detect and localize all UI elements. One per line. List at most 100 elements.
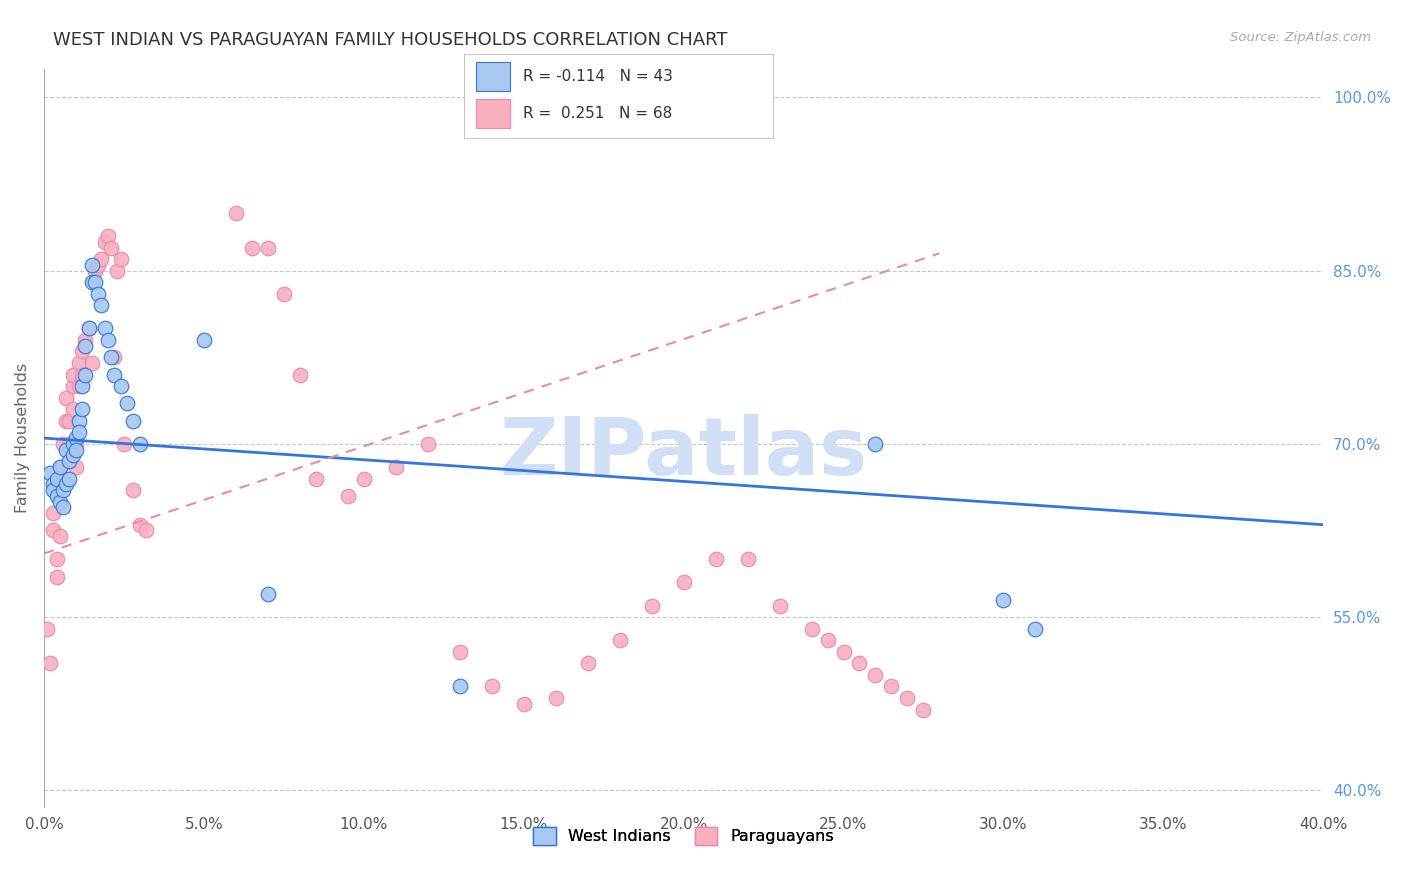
Point — [115, 396, 138, 410]
Point — [576, 657, 599, 671]
Point — [112, 437, 135, 451]
Point — [49, 460, 72, 475]
Point — [865, 668, 887, 682]
Point — [42, 524, 65, 538]
Point — [416, 437, 439, 451]
Point — [80, 258, 103, 272]
Point — [273, 286, 295, 301]
Point — [42, 506, 65, 520]
Point — [49, 460, 72, 475]
Point — [84, 263, 107, 277]
Point — [737, 552, 759, 566]
Point — [993, 592, 1015, 607]
Point — [288, 368, 311, 382]
Point — [449, 645, 471, 659]
Point — [45, 552, 67, 566]
Point — [42, 483, 65, 497]
Point — [256, 587, 278, 601]
Point — [817, 633, 839, 648]
Point — [107, 263, 129, 277]
Point — [55, 442, 77, 457]
Point — [62, 368, 84, 382]
Text: ZIPatlas: ZIPatlas — [499, 414, 868, 491]
Point — [704, 552, 727, 566]
Point — [353, 471, 375, 485]
Point — [67, 414, 90, 428]
Point — [55, 391, 77, 405]
Legend: West Indians, Paraguayans: West Indians, Paraguayans — [527, 821, 841, 852]
Point — [67, 379, 90, 393]
Bar — [477, 99, 510, 128]
Point — [122, 483, 145, 497]
Point — [87, 258, 110, 272]
Point — [52, 437, 75, 451]
Point — [240, 241, 263, 255]
Point — [449, 680, 471, 694]
Point — [58, 437, 80, 451]
Point — [103, 368, 125, 382]
Point — [55, 477, 77, 491]
Point — [512, 697, 534, 711]
Point — [800, 622, 823, 636]
Point — [72, 344, 94, 359]
Y-axis label: Family Households: Family Households — [15, 363, 30, 513]
Point — [1024, 622, 1046, 636]
Point — [135, 524, 157, 538]
Point — [62, 449, 84, 463]
Point — [384, 460, 406, 475]
Point — [67, 356, 90, 370]
Point — [55, 414, 77, 428]
Point — [100, 351, 122, 365]
Point — [544, 690, 567, 705]
Point — [62, 437, 84, 451]
Point — [193, 333, 215, 347]
Point — [58, 471, 80, 485]
Point — [640, 599, 662, 613]
Point — [62, 379, 84, 393]
Point — [225, 206, 247, 220]
Point — [865, 437, 887, 451]
Point — [39, 466, 62, 480]
Point — [58, 414, 80, 428]
Point — [122, 414, 145, 428]
Point — [103, 351, 125, 365]
Point — [80, 275, 103, 289]
Point — [832, 645, 855, 659]
Point — [65, 437, 87, 451]
Point — [93, 235, 115, 249]
Point — [75, 339, 97, 353]
Point — [45, 471, 67, 485]
Point — [110, 252, 132, 266]
Text: R =  0.251   N = 68: R = 0.251 N = 68 — [523, 106, 672, 121]
Text: Source: ZipAtlas.com: Source: ZipAtlas.com — [1230, 31, 1371, 45]
Point — [75, 333, 97, 347]
Point — [880, 680, 903, 694]
Point — [52, 471, 75, 485]
Point — [848, 657, 870, 671]
Point — [256, 241, 278, 255]
Point — [77, 321, 100, 335]
Point — [93, 321, 115, 335]
Point — [65, 442, 87, 457]
Point — [128, 517, 150, 532]
Point — [110, 379, 132, 393]
Bar — [477, 62, 510, 91]
Point — [87, 286, 110, 301]
Point — [77, 321, 100, 335]
Point — [35, 622, 58, 636]
Point — [58, 454, 80, 468]
Point — [80, 356, 103, 370]
Point — [62, 402, 84, 417]
Point — [90, 298, 112, 312]
Point — [42, 477, 65, 491]
Point — [65, 460, 87, 475]
Point — [49, 529, 72, 543]
Point — [912, 702, 935, 716]
Point — [72, 379, 94, 393]
Point — [672, 575, 695, 590]
Point — [305, 471, 328, 485]
Point — [72, 402, 94, 417]
Point — [67, 425, 90, 440]
Point — [75, 368, 97, 382]
Point — [45, 570, 67, 584]
